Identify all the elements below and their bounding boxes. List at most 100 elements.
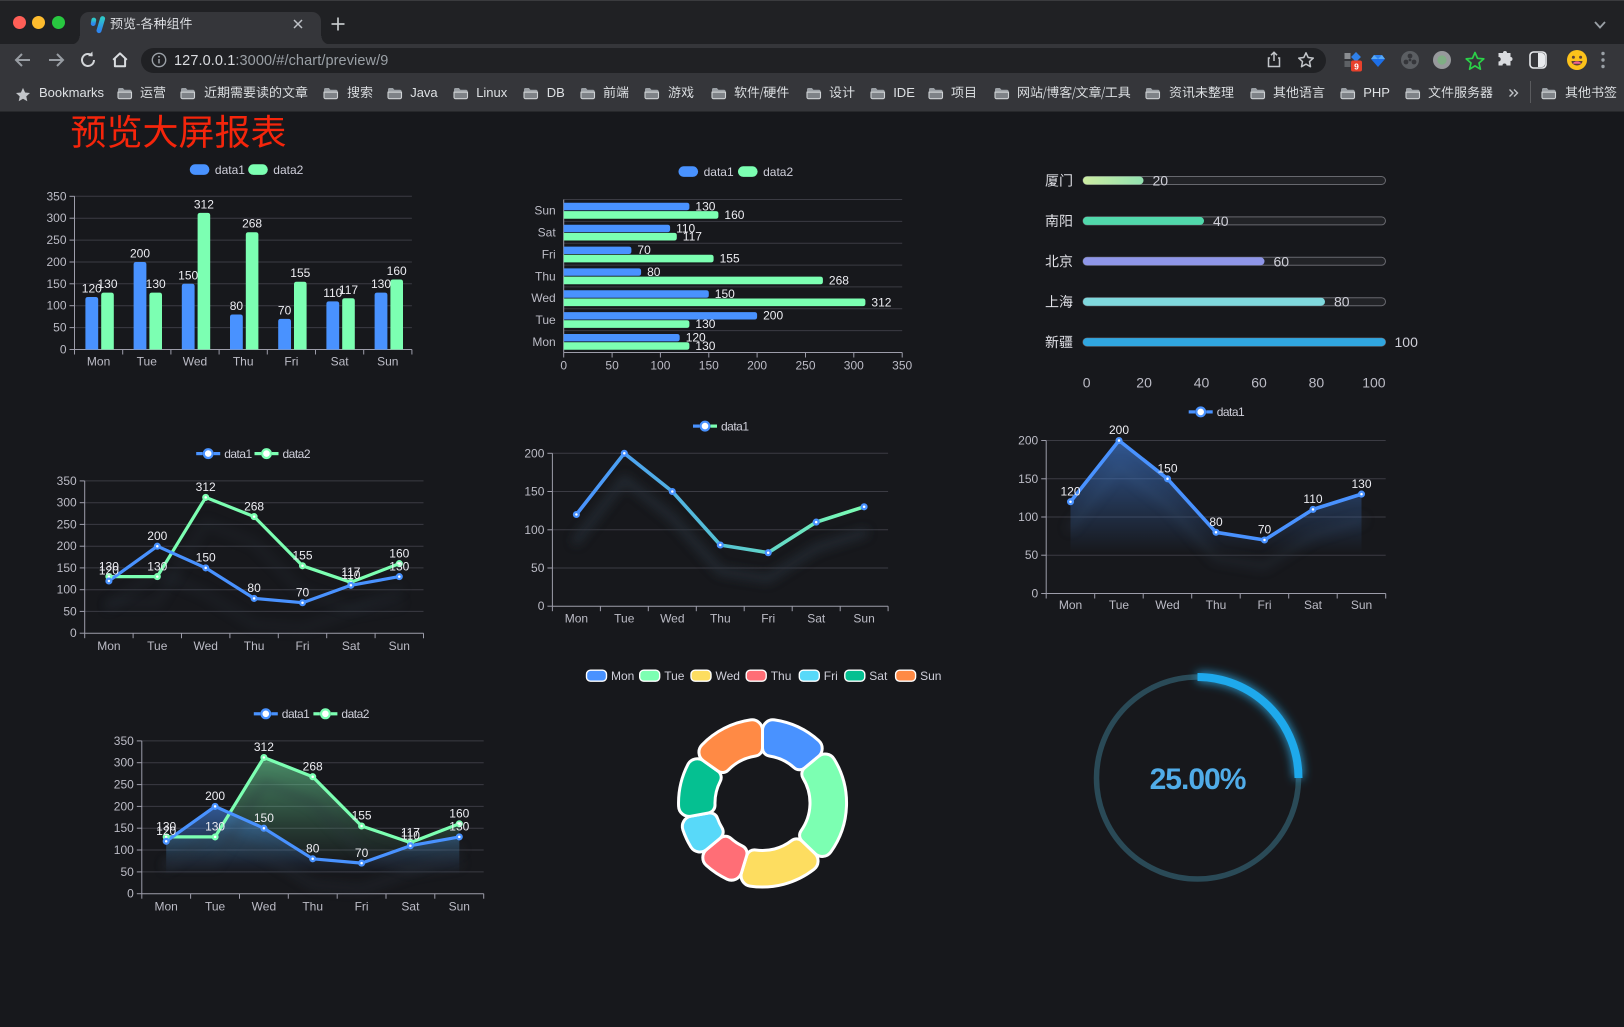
svg-text:250: 250 bbox=[795, 359, 815, 373]
svg-text:50: 50 bbox=[53, 321, 67, 335]
svg-text:50: 50 bbox=[63, 604, 77, 618]
svg-text:150: 150 bbox=[1018, 472, 1038, 486]
svg-text:70: 70 bbox=[296, 585, 310, 599]
svg-text:130: 130 bbox=[389, 559, 409, 573]
svg-text:0: 0 bbox=[127, 887, 134, 901]
svg-text:40: 40 bbox=[1213, 213, 1229, 229]
svg-text:130: 130 bbox=[146, 277, 166, 291]
svg-text:Tue: Tue bbox=[535, 313, 556, 327]
svg-text:25.00%: 25.00% bbox=[1150, 763, 1246, 796]
svg-text:160: 160 bbox=[724, 208, 744, 222]
svg-text:130: 130 bbox=[695, 199, 715, 213]
svg-text:268: 268 bbox=[303, 759, 323, 773]
svg-text:0: 0 bbox=[60, 343, 67, 357]
svg-text:Tue: Tue bbox=[1109, 598, 1130, 612]
svg-text:80: 80 bbox=[230, 299, 244, 313]
svg-text:40: 40 bbox=[1194, 375, 1210, 391]
svg-text:150: 150 bbox=[196, 551, 216, 565]
svg-text:Wed: Wed bbox=[183, 355, 207, 369]
svg-text:100: 100 bbox=[46, 299, 66, 313]
svg-text:200: 200 bbox=[130, 247, 150, 261]
svg-text:data1: data1 bbox=[704, 165, 734, 179]
svg-text:0: 0 bbox=[560, 359, 567, 373]
svg-text:150: 150 bbox=[114, 821, 134, 835]
svg-text:250: 250 bbox=[46, 233, 66, 247]
svg-text:data1: data1 bbox=[215, 163, 245, 177]
svg-text:0: 0 bbox=[538, 599, 545, 613]
svg-text:268: 268 bbox=[829, 273, 849, 287]
svg-text:Thu: Thu bbox=[233, 355, 254, 369]
svg-text:100: 100 bbox=[1018, 510, 1038, 524]
svg-text:data1: data1 bbox=[721, 419, 749, 433]
svg-text:data1: data1 bbox=[224, 447, 252, 461]
svg-text:Sun: Sun bbox=[920, 669, 941, 683]
svg-text:117: 117 bbox=[683, 230, 702, 244]
svg-text:200: 200 bbox=[46, 255, 66, 269]
svg-text:50: 50 bbox=[1025, 548, 1039, 562]
svg-text:80: 80 bbox=[1209, 515, 1223, 529]
svg-text:110: 110 bbox=[323, 286, 342, 300]
svg-text:130: 130 bbox=[205, 820, 225, 834]
svg-text:Wed: Wed bbox=[531, 291, 555, 305]
svg-text:200: 200 bbox=[763, 309, 783, 323]
svg-text:Mon: Mon bbox=[87, 355, 110, 369]
svg-text:110: 110 bbox=[1303, 492, 1322, 506]
svg-text:Sat: Sat bbox=[342, 639, 361, 653]
svg-text:130: 130 bbox=[695, 317, 715, 331]
svg-text:Sun: Sun bbox=[449, 899, 470, 913]
svg-text:80: 80 bbox=[647, 265, 661, 279]
svg-text:150: 150 bbox=[699, 359, 719, 373]
svg-text:312: 312 bbox=[871, 295, 891, 309]
svg-text:data2: data2 bbox=[283, 447, 311, 461]
svg-text:100: 100 bbox=[1395, 334, 1419, 350]
svg-text:80: 80 bbox=[247, 581, 261, 595]
svg-text:160: 160 bbox=[389, 546, 409, 560]
svg-text:100: 100 bbox=[57, 583, 77, 597]
svg-text:data2: data2 bbox=[763, 165, 793, 179]
svg-text:130: 130 bbox=[97, 277, 117, 291]
svg-text:100: 100 bbox=[1362, 375, 1386, 391]
svg-text:312: 312 bbox=[254, 740, 274, 754]
svg-text:Sat: Sat bbox=[1304, 598, 1323, 612]
svg-text:100: 100 bbox=[524, 523, 544, 537]
svg-text:Thu: Thu bbox=[244, 639, 265, 653]
svg-text:350: 350 bbox=[892, 359, 912, 373]
svg-text:Wed: Wed bbox=[193, 639, 217, 653]
svg-text:200: 200 bbox=[147, 529, 167, 543]
svg-text:130: 130 bbox=[156, 820, 176, 834]
svg-text:70: 70 bbox=[637, 243, 651, 257]
svg-text:80: 80 bbox=[1309, 375, 1325, 391]
svg-text:110: 110 bbox=[676, 221, 695, 235]
svg-text:350: 350 bbox=[57, 474, 77, 488]
svg-text:Mon: Mon bbox=[97, 639, 120, 653]
svg-text:155: 155 bbox=[352, 809, 372, 823]
svg-text:60: 60 bbox=[1274, 253, 1290, 269]
svg-text:300: 300 bbox=[844, 359, 864, 373]
svg-text:130: 130 bbox=[1351, 477, 1371, 491]
svg-text:20: 20 bbox=[1136, 375, 1152, 391]
svg-text:300: 300 bbox=[114, 756, 134, 770]
svg-text:150: 150 bbox=[178, 268, 198, 282]
svg-text:Tue: Tue bbox=[664, 669, 685, 683]
svg-text:150: 150 bbox=[715, 287, 735, 301]
svg-text:Mon: Mon bbox=[611, 669, 634, 683]
svg-text:data1: data1 bbox=[1217, 405, 1245, 419]
svg-text:120: 120 bbox=[99, 564, 119, 578]
svg-text:100: 100 bbox=[114, 843, 134, 857]
svg-text:300: 300 bbox=[57, 496, 77, 510]
svg-text:Mon: Mon bbox=[1059, 598, 1082, 612]
svg-text:Sun: Sun bbox=[853, 611, 874, 625]
svg-text:Sat: Sat bbox=[401, 899, 420, 913]
svg-text:Sat: Sat bbox=[331, 355, 350, 369]
svg-text:Sun: Sun bbox=[1351, 598, 1372, 612]
svg-text:data1: data1 bbox=[282, 707, 310, 721]
svg-text:155: 155 bbox=[720, 252, 740, 266]
svg-text:data2: data2 bbox=[273, 163, 303, 177]
svg-text:60: 60 bbox=[1251, 375, 1267, 391]
svg-text:Fri: Fri bbox=[1258, 598, 1272, 612]
svg-text:50: 50 bbox=[605, 359, 619, 373]
svg-text:110: 110 bbox=[341, 568, 360, 582]
svg-text:Fri: Fri bbox=[284, 355, 298, 369]
svg-text:268: 268 bbox=[244, 499, 264, 513]
svg-text:130: 130 bbox=[449, 820, 469, 834]
